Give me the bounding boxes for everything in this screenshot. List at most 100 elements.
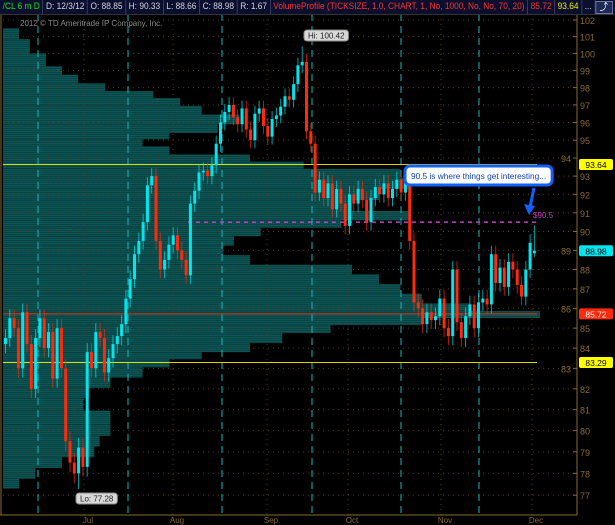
candle-body[interactable] [124, 298, 128, 325]
candle-body[interactable] [378, 187, 382, 195]
candle-body[interactable] [477, 302, 480, 329]
candle-body[interactable] [498, 267, 502, 284]
candle-body[interactable] [38, 318, 42, 339]
candle-body[interactable] [283, 96, 287, 107]
candle-body[interactable] [507, 261, 511, 287]
candle-body[interactable] [459, 322, 463, 339]
candle-body[interactable] [253, 113, 257, 141]
candle-body[interactable] [72, 462, 76, 474]
candle-body[interactable] [399, 179, 403, 193]
candle-body[interactable] [309, 131, 313, 144]
candle-body[interactable] [335, 188, 339, 210]
candle-body[interactable] [145, 185, 149, 223]
callout-box[interactable] [403, 164, 554, 187]
candle-body[interactable] [231, 104, 235, 118]
candle-body[interactable] [266, 125, 270, 137]
candle-body[interactable] [520, 284, 523, 297]
candle-body[interactable] [373, 187, 377, 199]
candle-body[interactable] [4, 338, 7, 345]
candle-body[interactable] [403, 183, 407, 193]
candle-body[interactable] [107, 358, 111, 373]
candle-body[interactable] [339, 188, 343, 204]
candle-body[interactable] [382, 183, 386, 195]
candle-body[interactable] [494, 254, 498, 284]
candle-body[interactable] [249, 129, 253, 141]
candle-body[interactable] [90, 352, 93, 369]
candle-body[interactable] [326, 183, 330, 199]
candle-body[interactable] [42, 318, 46, 349]
candle-body[interactable] [34, 338, 38, 389]
candle-body[interactable] [386, 183, 390, 199]
candle-body[interactable] [171, 235, 175, 245]
study-label[interactable]: VolumeProfile (TICKSIZE, 1.0, CHART, 1, … [271, 0, 529, 14]
candle-body[interactable] [176, 235, 179, 251]
candle-body[interactable] [141, 222, 145, 241]
candle-body[interactable] [451, 269, 455, 337]
candle-body[interactable] [94, 332, 98, 369]
candle-body[interactable] [81, 447, 85, 467]
candle-body[interactable] [223, 111, 227, 123]
chart-style-icon[interactable]: ⤴ [595, 0, 613, 14]
candle-body[interactable] [154, 176, 158, 241]
candle-body[interactable] [25, 312, 29, 345]
candle-body[interactable] [77, 447, 81, 474]
candle-body[interactable] [408, 183, 412, 241]
candle-body[interactable] [201, 170, 205, 173]
candle-body[interactable] [150, 176, 154, 186]
candle-body[interactable] [115, 336, 119, 345]
candle-body[interactable] [429, 312, 433, 321]
candle-body[interactable] [524, 269, 528, 297]
candle-body[interactable] [111, 344, 115, 359]
candle-body[interactable] [313, 143, 317, 193]
candle-body[interactable] [158, 240, 162, 270]
candle-body[interactable] [348, 194, 351, 226]
candle-body[interactable] [317, 179, 321, 193]
candle-body[interactable] [511, 261, 515, 270]
candle-body[interactable] [128, 279, 132, 299]
candle-body[interactable] [360, 188, 364, 200]
candle-body[interactable] [193, 190, 197, 204]
symbol-label[interactable]: /CL 6 m D [0, 0, 44, 14]
candle-body[interactable] [425, 312, 429, 325]
candle-body[interactable] [98, 332, 102, 339]
candle-body[interactable] [227, 104, 231, 112]
candle-body[interactable] [64, 368, 68, 442]
candle-body[interactable] [528, 242, 532, 270]
candle-body[interactable] [442, 298, 446, 329]
candle-body[interactable] [133, 254, 136, 280]
candle-body[interactable] [464, 316, 468, 339]
more-button[interactable]: ... [582, 0, 596, 14]
candle-body[interactable] [472, 304, 476, 329]
candle-body[interactable] [120, 324, 124, 337]
candle-body[interactable] [455, 269, 459, 323]
candle-body[interactable] [55, 328, 59, 379]
candle-body[interactable] [391, 188, 394, 199]
candle-body[interactable] [446, 328, 450, 337]
candle-body[interactable] [296, 65, 300, 85]
candle-body[interactable] [532, 250, 536, 254]
candle-body[interactable] [485, 298, 489, 305]
candle-body[interactable] [214, 143, 218, 166]
candle-body[interactable] [210, 165, 214, 177]
candle-body[interactable] [365, 199, 369, 223]
candle-body[interactable] [416, 302, 420, 309]
candle-body[interactable] [219, 122, 222, 144]
candle-body[interactable] [274, 115, 278, 119]
candle-body[interactable] [240, 108, 244, 125]
candle-body[interactable] [206, 170, 210, 177]
candle-body[interactable] [343, 203, 347, 226]
candle-body[interactable] [244, 108, 248, 130]
candle-body[interactable] [421, 308, 425, 325]
candle-body[interactable] [137, 240, 141, 255]
candle-body[interactable] [68, 441, 72, 463]
candle-body[interactable] [47, 332, 50, 349]
candle-body[interactable] [12, 318, 16, 329]
candle-body[interactable] [163, 259, 167, 270]
candle-body[interactable] [468, 304, 472, 317]
candle-body[interactable] [502, 267, 506, 287]
candle-body[interactable] [197, 172, 201, 191]
candle-body[interactable] [356, 188, 360, 204]
candle-body[interactable] [184, 259, 188, 276]
candle-body[interactable] [287, 96, 291, 100]
